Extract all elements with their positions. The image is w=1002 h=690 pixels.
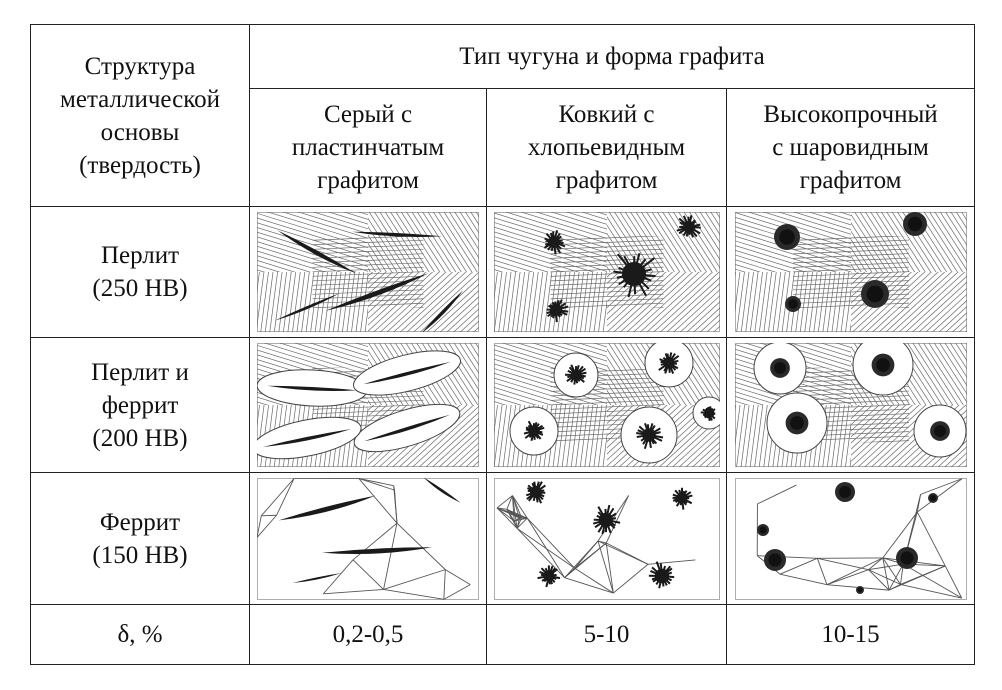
column-header-line: графитом [799,167,902,194]
micrograph-cell [486,472,727,605]
micrograph-cell [726,472,975,605]
micrograph-gray-ferrite [257,477,479,600]
row-label-line: Перлит [100,242,180,269]
corner-header-line: металлической [60,85,220,113]
micrograph-cell [486,206,727,338]
column-header-malleable: Ковкий с хлопьевидным графитом [486,88,727,207]
corner-header: Структура металлической основы (твердост… [30,24,250,207]
micrograph-cell [249,206,487,338]
group-header: Тип чугуна и форма графита [249,24,975,89]
corner-header-line: Структура [84,52,196,80]
row-label-line: Перлит и [91,358,189,386]
elongation-value-malleable: 5-10 [486,604,727,665]
column-header-line: с шаровидным [772,134,929,161]
micrograph-cell [249,337,487,473]
micrograph-cell [249,472,487,605]
column-header-line: Серый с [323,101,413,128]
column-header-line: пластинчатым [291,134,445,161]
micrograph-cell [486,337,727,473]
corner-header-line: (твердость) [79,151,201,179]
column-header-line: хлопьевидным [527,134,686,161]
micrograph-gray-pearlite-ferrite [257,343,479,467]
corner-header-line: основы [100,118,180,146]
row-label-line: (200 HB) [92,424,188,452]
micrograph-malleable-pearlite-ferrite [493,343,720,467]
row-label-line: (250 HB) [92,275,188,302]
column-header-line: графитом [555,167,658,194]
elongation-label: δ, % [30,604,250,665]
row-label-ferrite: Феррит (150 HB) [30,472,250,605]
micrograph-ductile-pearlite-ferrite [734,343,967,467]
micrograph-malleable-pearlite [493,212,720,332]
cast-iron-structure-table: Структура металлической основы (твердост… [30,24,975,665]
column-header-line: Ковкий с [558,101,655,128]
micrograph-ductile-ferrite [734,477,967,600]
column-header-ductile: Высокопрочный с шаровидным графитом [726,88,975,207]
micrograph-cell [726,206,975,338]
micrograph-ductile-pearlite [734,212,967,332]
row-label-line: Феррит [99,508,181,536]
row-label-pearlite: Перлит (250 HB) [30,206,250,338]
micrograph-gray-pearlite [257,212,479,332]
column-header-line: Высокопрочный [763,101,938,128]
column-header-line: графитом [317,167,419,194]
column-header-gray: Серый с пластинчатым графитом [249,88,487,207]
row-label-line: феррит [101,391,179,419]
elongation-value-gray: 0,2-0,5 [249,604,487,665]
micrograph-cell [726,337,975,473]
micrograph-malleable-ferrite [493,477,720,600]
elongation-value-ductile: 10-15 [726,604,975,665]
row-label-pearlite-ferrite: Перлит и феррит (200 HB) [30,337,250,473]
row-label-line: (150 HB) [92,541,188,569]
